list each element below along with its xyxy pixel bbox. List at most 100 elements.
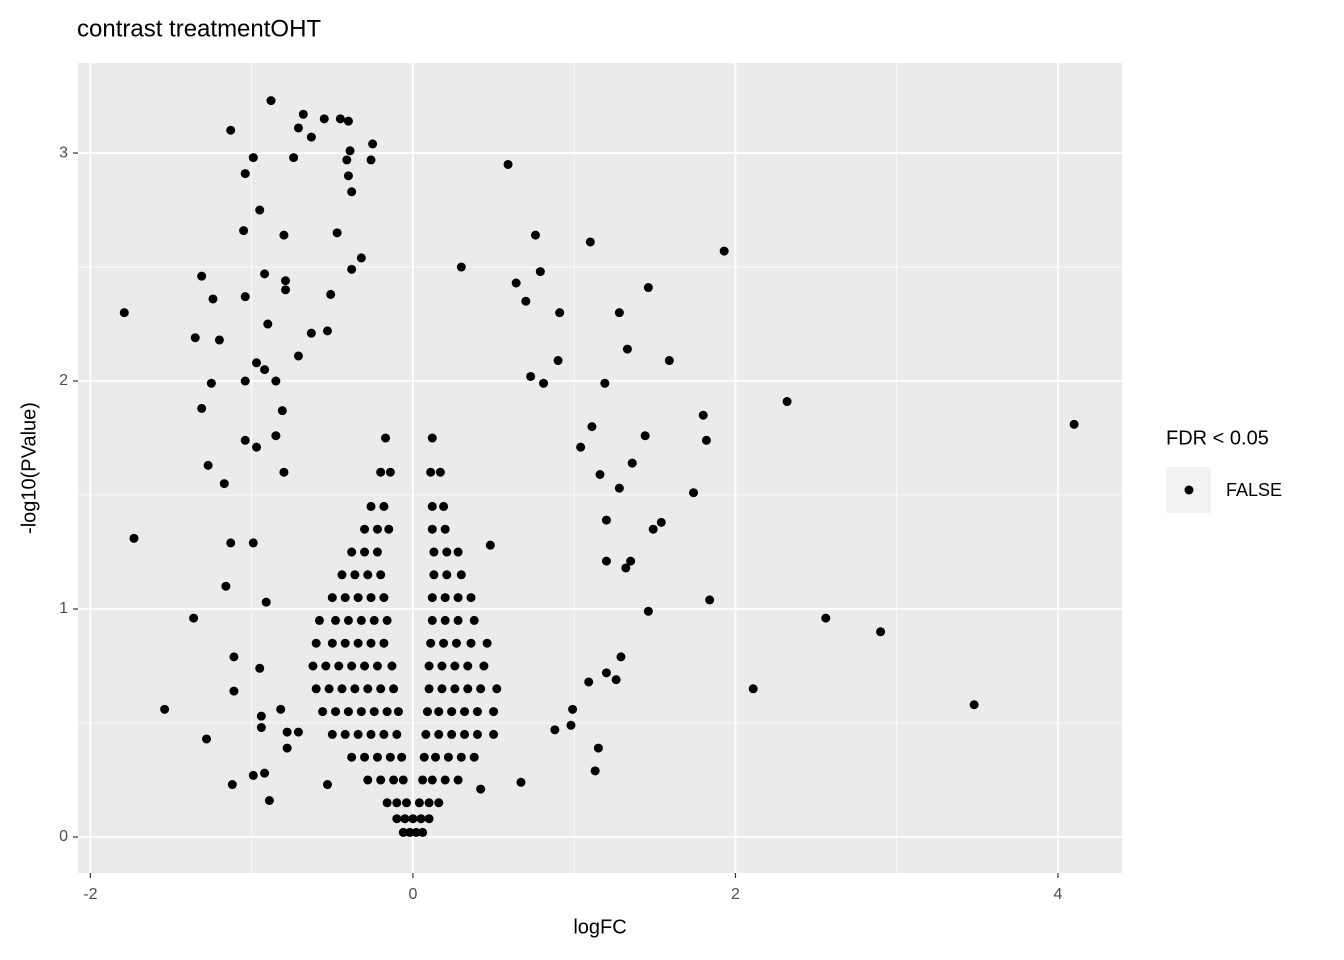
point [585,237,595,247]
point [263,319,273,329]
point [366,501,376,511]
point [426,467,436,477]
point [281,285,291,295]
point [261,597,271,607]
point [627,458,637,468]
point [353,593,363,603]
point [511,278,521,288]
point [343,615,353,625]
point [469,752,479,762]
point [392,798,402,808]
point [327,638,337,648]
point [381,433,391,443]
point [526,371,536,381]
point [382,798,392,808]
point [260,768,270,778]
point [308,661,318,671]
x-tick-label: -2 [83,886,97,903]
point [372,752,382,762]
point [197,271,207,281]
chart-title: contrast treatmentOHT [77,15,321,42]
point [466,638,476,648]
point [440,593,450,603]
point [427,775,437,785]
point [614,483,624,493]
point [321,661,331,671]
point [332,228,342,238]
point [347,752,357,762]
point [539,378,549,388]
point [322,780,332,790]
point [248,153,258,163]
point [626,556,636,566]
point [648,524,658,534]
point [427,524,437,534]
point [347,547,357,557]
point [353,729,363,739]
point [363,570,373,580]
legend-label: FALSE [1226,480,1282,500]
point [340,593,350,603]
point [463,661,473,671]
point [576,442,586,452]
point [369,707,379,717]
point [372,547,382,557]
point [434,707,444,717]
point [643,283,653,293]
y-tick-label: 2 [59,372,68,389]
point [453,593,463,603]
x-tick-label: 0 [408,886,417,903]
point [282,743,292,753]
point [372,524,382,534]
point [264,796,274,806]
x-tick-label: 4 [1054,886,1063,903]
point [331,707,341,717]
point [376,570,386,580]
point [366,638,376,648]
point [689,488,699,498]
point [360,661,370,671]
point [347,661,357,671]
point [350,684,360,694]
point [279,230,289,240]
point [277,406,287,416]
point [429,547,439,557]
point [255,663,265,673]
point [276,704,286,714]
point [411,827,421,837]
point [416,814,426,824]
point [363,775,373,785]
point [252,358,262,368]
point [363,684,373,694]
point [489,729,499,739]
point [347,264,357,274]
point [643,606,653,616]
y-tick-label: 0 [59,828,68,845]
point [343,171,353,181]
point [369,615,379,625]
point [379,729,389,739]
point [555,308,565,318]
point [271,376,281,386]
point [345,146,355,156]
point [360,524,370,534]
point [240,292,250,302]
point [426,638,436,648]
point [476,684,486,694]
point [343,116,353,126]
point [266,96,276,106]
point [229,652,239,662]
point [293,123,303,133]
point [281,276,291,286]
point [400,814,410,824]
point [379,501,389,511]
point [385,467,395,477]
point [453,615,463,625]
point [298,109,308,119]
point [256,723,266,733]
point [530,230,540,240]
point [439,638,449,648]
point [442,547,452,557]
point [521,296,531,306]
